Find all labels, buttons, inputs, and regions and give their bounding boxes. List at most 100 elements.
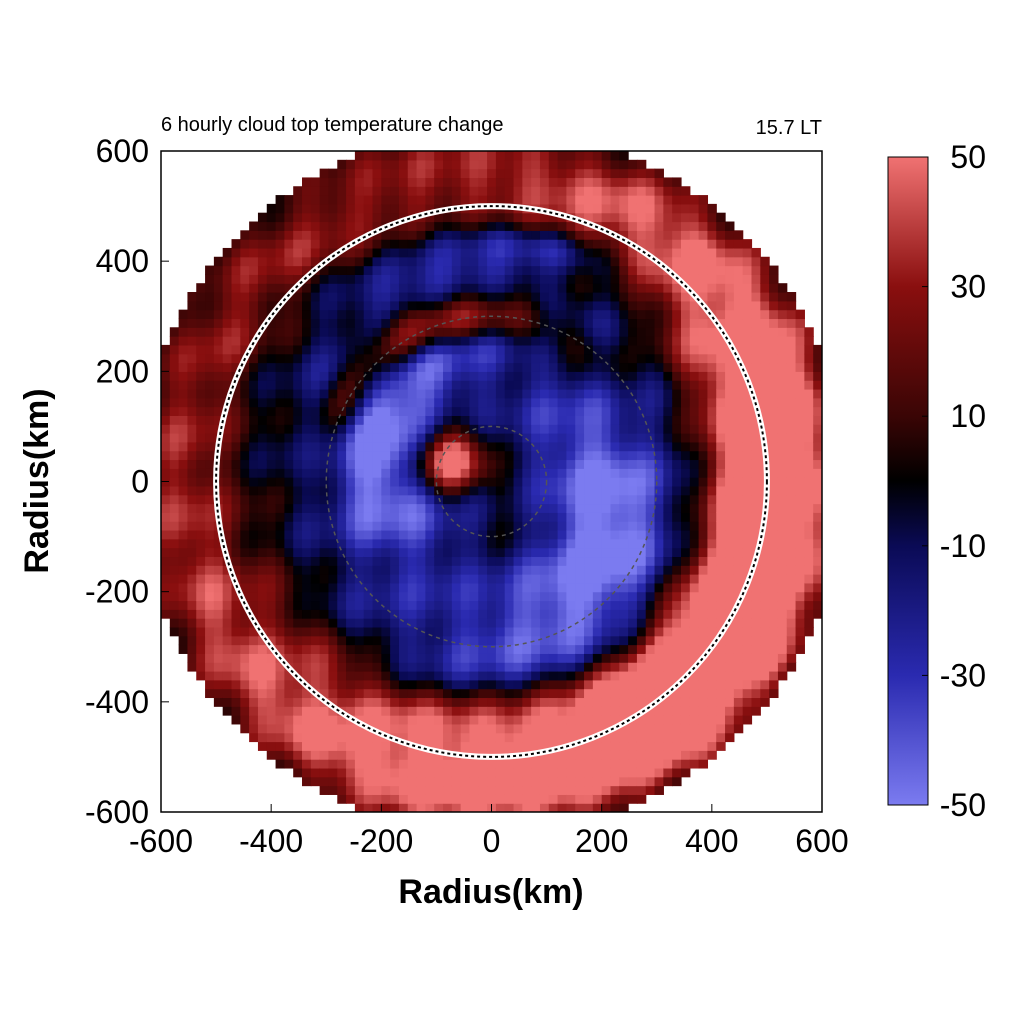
heatmap-cell xyxy=(636,776,647,787)
heatmap-cell xyxy=(795,485,805,496)
heatmap-cell xyxy=(196,450,206,461)
heatmap-cell xyxy=(610,715,620,725)
heatmap-cell xyxy=(363,715,374,725)
heatmap-cell xyxy=(249,512,259,522)
heatmap-cell xyxy=(636,591,647,602)
heatmap-cell xyxy=(346,459,356,469)
heatmap-cell xyxy=(469,441,479,452)
heatmap-cell xyxy=(187,503,197,513)
heatmap-cell xyxy=(601,679,612,690)
heatmap-cell xyxy=(672,327,682,337)
heatmap-cell xyxy=(346,186,356,196)
heatmap-cell xyxy=(760,353,770,364)
heatmap-cell xyxy=(275,388,285,399)
heatmap-cell xyxy=(451,635,462,646)
heatmap-cell xyxy=(654,195,664,205)
heatmap-cell xyxy=(548,380,559,390)
heatmap-cell xyxy=(654,618,664,628)
heatmap-cell xyxy=(663,574,673,584)
heatmap-cell xyxy=(584,247,594,258)
heatmap-cell xyxy=(337,318,347,328)
heatmap-cell xyxy=(672,353,682,364)
heatmap-cell xyxy=(504,759,515,769)
heatmap-cell xyxy=(222,441,233,452)
heatmap-cell xyxy=(619,662,629,672)
heatmap-cell xyxy=(566,644,576,654)
heatmap-cell xyxy=(231,591,241,602)
heatmap-cell xyxy=(707,212,717,223)
heatmap-cell xyxy=(539,512,550,522)
heatmap-cell xyxy=(539,715,550,725)
heatmap-cell xyxy=(645,688,656,699)
heatmap-cell xyxy=(478,644,488,654)
heatmap-cell xyxy=(769,653,779,663)
heatmap-cell xyxy=(381,415,391,425)
heatmap-cell xyxy=(733,415,744,425)
heatmap-cell xyxy=(495,327,506,337)
heatmap-cell xyxy=(584,168,594,179)
heatmap-cell xyxy=(548,670,559,681)
heatmap-cell xyxy=(716,221,726,231)
heatmap-cell xyxy=(716,239,726,249)
heatmap-cell xyxy=(346,380,356,390)
heatmap-cell xyxy=(522,362,532,372)
heatmap-cell xyxy=(751,529,761,540)
heatmap-cell xyxy=(539,283,550,293)
heatmap-cell xyxy=(231,318,241,328)
heatmap-cell xyxy=(434,371,444,381)
heatmap-cell xyxy=(777,521,788,531)
heatmap-cell xyxy=(407,239,418,249)
heatmap-cell xyxy=(222,477,233,487)
heatmap-cell xyxy=(478,212,488,223)
heatmap-cell xyxy=(354,521,365,531)
heatmap-cell xyxy=(187,521,197,531)
heatmap-cell xyxy=(266,327,277,337)
heatmap-cell xyxy=(592,741,603,751)
heatmap-cell xyxy=(337,468,347,478)
heatmap-cell xyxy=(601,256,612,267)
heatmap-cell xyxy=(751,344,761,355)
heatmap-cell xyxy=(707,362,717,372)
heatmap-cell xyxy=(592,168,603,179)
heatmap-cell xyxy=(592,494,603,505)
heatmap-cell xyxy=(187,300,197,311)
heatmap-cell xyxy=(698,195,709,205)
heatmap-cell xyxy=(346,494,356,505)
heatmap-cell xyxy=(293,715,303,725)
heatmap-cell xyxy=(504,670,515,681)
heatmap-cell xyxy=(434,582,444,593)
heatmap-cell xyxy=(372,635,382,646)
heatmap-cell xyxy=(672,186,682,196)
heatmap-cell xyxy=(663,274,673,284)
heatmap-cell xyxy=(354,380,365,390)
time-label: 15.7 LT xyxy=(756,117,822,139)
heatmap-cell xyxy=(354,565,365,575)
heatmap-cell xyxy=(689,591,700,602)
heatmap-cell xyxy=(293,538,303,549)
heatmap-cell xyxy=(795,635,805,646)
heatmap-cell xyxy=(196,556,206,566)
heatmap-cell xyxy=(451,168,462,179)
heatmap-cell xyxy=(584,186,594,196)
heatmap-cell xyxy=(425,388,435,399)
heatmap-cell xyxy=(328,759,338,769)
heatmap-cell xyxy=(566,582,576,593)
heatmap-cell xyxy=(354,397,365,408)
heatmap-cell xyxy=(205,565,215,575)
heatmap-cell xyxy=(725,344,735,355)
heatmap-cell xyxy=(813,600,822,610)
heatmap-cell xyxy=(293,265,303,275)
heatmap-cell xyxy=(275,450,285,461)
heatmap-cell xyxy=(628,186,638,196)
heatmap-cell xyxy=(751,424,761,434)
heatmap-cell xyxy=(592,591,603,602)
heatmap-cell xyxy=(346,221,356,231)
heatmap-cell xyxy=(539,732,550,743)
heatmap-cell xyxy=(257,670,268,681)
heatmap-cell xyxy=(302,662,312,672)
heatmap-cell xyxy=(187,653,197,663)
heatmap-cell xyxy=(451,670,462,681)
heatmap-cell xyxy=(205,670,215,681)
heatmap-cell xyxy=(205,538,215,549)
heatmap-cell xyxy=(672,371,682,381)
